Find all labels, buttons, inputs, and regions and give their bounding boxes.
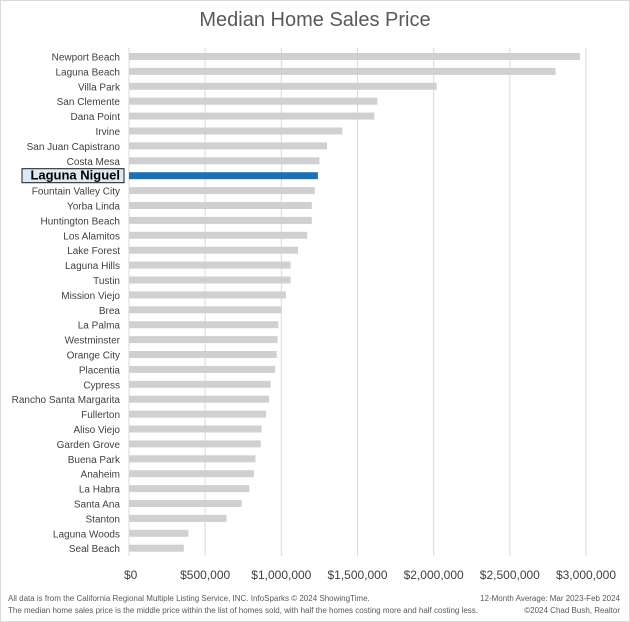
category-label: Brea xyxy=(99,306,121,317)
category-label: La Palma xyxy=(78,321,121,332)
category-label: Irvine xyxy=(96,127,121,138)
category-label: Laguna Beach xyxy=(55,67,120,78)
bar xyxy=(129,514,227,522)
bar xyxy=(129,202,312,209)
category-label: San Juan Capistrano xyxy=(27,142,121,153)
footer-source-note: All data is from the California Regional… xyxy=(8,593,478,617)
category-label: Laguna Woods xyxy=(53,529,120,540)
category-label: Stanton xyxy=(86,514,120,525)
category-label: Huntington Beach xyxy=(40,216,120,227)
category-label-highlighted: Laguna Niguel xyxy=(30,168,120,183)
bar xyxy=(129,261,291,269)
bar-highlighted xyxy=(129,172,318,180)
footer-definition-line: The median home sales price is the middl… xyxy=(8,606,479,615)
category-label: Mission Viejo xyxy=(61,291,120,302)
footer-copyright-line: ©2024 Chad Bush, Realtor xyxy=(524,606,620,615)
category-label: Cypress xyxy=(83,380,120,391)
bar xyxy=(129,485,250,493)
category-label: Rancho Santa Margarita xyxy=(12,395,121,406)
footer-period-line: 12-Month Average: Mar 2023-Feb 2024 xyxy=(480,594,620,603)
bar xyxy=(129,529,189,537)
bar xyxy=(129,97,378,105)
category-label: Aliso Viejo xyxy=(73,425,120,436)
x-tick-label: $3,000,000 xyxy=(556,568,616,582)
category-label: Buena Park xyxy=(68,455,121,466)
category-label: Garden Grove xyxy=(57,440,121,451)
bar xyxy=(129,53,580,60)
x-tick-label: $2,500,000 xyxy=(480,568,540,582)
bar xyxy=(129,470,254,478)
category-label: Fullerton xyxy=(81,410,120,421)
chart-title: Median Home Sales Price xyxy=(199,9,431,31)
category-label: Dana Point xyxy=(71,112,121,123)
x-tick-label: $0 xyxy=(124,568,138,582)
bar xyxy=(129,425,262,433)
category-label: Westminster xyxy=(65,336,121,347)
category-label: Placentia xyxy=(79,365,121,376)
category-label: Lake Forest xyxy=(67,246,120,257)
bar xyxy=(129,127,343,135)
category-label: Anaheim xyxy=(81,470,120,481)
bar xyxy=(129,157,320,165)
bar xyxy=(129,351,277,358)
bar xyxy=(129,455,256,463)
category-label: Villa Park xyxy=(78,82,121,93)
category-label: Seal Beach xyxy=(69,544,120,555)
bar xyxy=(129,410,267,418)
bar xyxy=(129,276,291,284)
footer-period-note: 12-Month Average: Mar 2023-Feb 2024 ©202… xyxy=(480,593,620,617)
x-tick-label: $500,000 xyxy=(180,568,230,582)
bar xyxy=(129,440,261,448)
bar xyxy=(129,82,437,90)
bar xyxy=(129,231,308,239)
x-tick-label: $1,500,000 xyxy=(327,568,387,582)
bar xyxy=(129,187,315,195)
category-label: La Habra xyxy=(79,485,121,496)
bar xyxy=(129,112,375,120)
category-label: Newport Beach xyxy=(52,53,120,64)
bar xyxy=(129,380,271,388)
category-label: Orange City xyxy=(67,351,120,362)
bar xyxy=(129,336,278,344)
category-label: Yorba Linda xyxy=(67,202,120,213)
bar xyxy=(129,500,242,507)
bar xyxy=(129,142,328,150)
bar xyxy=(129,291,286,299)
footer-source-line: All data is from the California Regional… xyxy=(8,594,370,603)
bar xyxy=(129,216,312,224)
bar xyxy=(129,321,279,329)
bar xyxy=(129,306,282,314)
x-tick-label: $1,000,000 xyxy=(251,568,311,582)
category-label: Costa Mesa xyxy=(67,157,121,168)
bar xyxy=(129,67,556,75)
category-label: Laguna Hills xyxy=(65,261,120,272)
highlight-label-box xyxy=(21,168,125,184)
bar xyxy=(129,246,299,254)
category-label: San Clemente xyxy=(57,97,121,108)
category-label: Los Alamitos xyxy=(63,231,120,242)
category-label: Fountain Valley City xyxy=(32,187,120,198)
x-tick-label: $2,000,000 xyxy=(404,568,464,582)
bar xyxy=(129,365,276,373)
category-label: Santa Ana xyxy=(74,500,121,511)
bar xyxy=(129,395,270,403)
category-label: Tustin xyxy=(93,276,120,287)
bar xyxy=(129,544,184,552)
